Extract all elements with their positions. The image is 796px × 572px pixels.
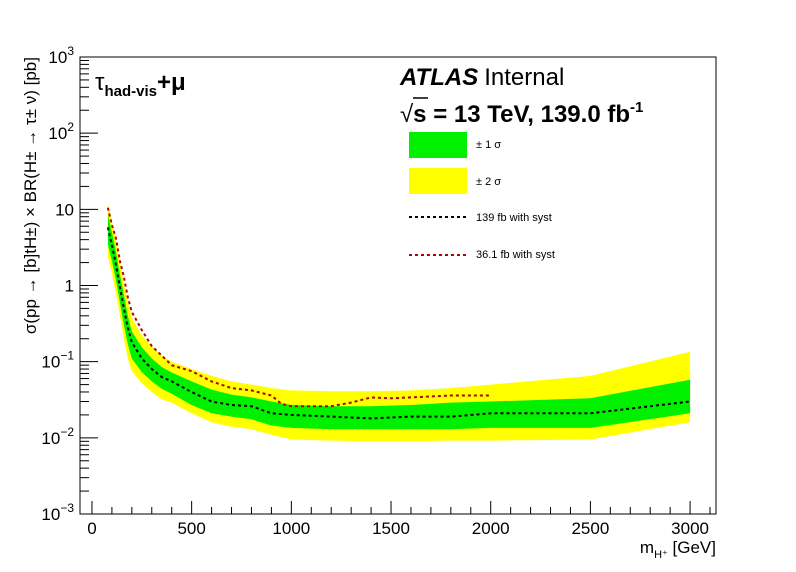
y-tick-label: 1 bbox=[65, 277, 74, 296]
energy-exponent: -1 bbox=[630, 99, 643, 116]
band-2sigma bbox=[107, 203, 691, 442]
legend-label-band2: ± 2 σ bbox=[476, 176, 501, 188]
legend-swatch-band1 bbox=[409, 132, 467, 158]
y-tick-label: 103 bbox=[48, 44, 74, 67]
legend-label-line2: 36.1 fb with syst bbox=[476, 249, 555, 261]
y-tick-base: 10 bbox=[48, 124, 67, 143]
y-tick-label: 10 bbox=[55, 200, 74, 219]
y-tick-exponent: 3 bbox=[67, 44, 74, 58]
series-line-36fb bbox=[106, 207, 491, 408]
y-tick-base: 10 bbox=[48, 48, 67, 67]
atlas-text: ATLAS bbox=[399, 64, 478, 91]
series-line-139fb bbox=[106, 227, 691, 420]
y-axis-title: σ(pp → [b]tH±) × BR(H± → τ± ν) [pb] bbox=[21, 57, 40, 334]
energy-text: s = 13 TeV, 139.0 fb bbox=[413, 101, 630, 128]
energy-label: √s = 13 TeV, 139.0 fb-1 bbox=[400, 99, 643, 128]
y-tick-label: 10−1 bbox=[41, 349, 74, 372]
legend-label-band1: ± 1 σ bbox=[476, 139, 501, 151]
channel-subscript: had-vis bbox=[104, 83, 157, 100]
y-tick-exponent: −2 bbox=[60, 425, 74, 439]
x-axis-title: mH⁺ [GeV] bbox=[640, 538, 716, 561]
y-tick-base: 1 bbox=[65, 277, 74, 296]
atlas-label: ATLAS Internal bbox=[399, 64, 564, 91]
x-tick-label: 2000 bbox=[472, 519, 510, 538]
channel-rest: +μ bbox=[157, 69, 186, 96]
x-tick-label: 2500 bbox=[571, 519, 609, 538]
bands-layer bbox=[107, 203, 691, 442]
x-tick-label: 1500 bbox=[372, 519, 410, 538]
legend-label-line1: 139 fb with syst bbox=[476, 212, 552, 224]
internal-text: Internal bbox=[484, 64, 564, 91]
sqrt-symbol: √ bbox=[400, 101, 414, 128]
x-axis-ticks: 0 500 1000 1500 2000 2500 3000 bbox=[87, 501, 711, 538]
band-1sigma bbox=[107, 214, 691, 430]
y-tick-base: 10 bbox=[55, 200, 74, 219]
y-tick-base: 10 bbox=[41, 505, 60, 524]
y-tick-label: 10−2 bbox=[41, 425, 74, 448]
x-axis-title-sub: H⁺ bbox=[654, 549, 668, 561]
x-tick-label: 0 bbox=[87, 519, 96, 538]
y-tick-exponent: −3 bbox=[60, 501, 74, 515]
y-tick-exponent: 2 bbox=[67, 120, 74, 134]
x-tick-label: 3000 bbox=[671, 519, 709, 538]
x-axis-title-unit: [GeV] bbox=[668, 538, 716, 557]
lines-layer bbox=[106, 207, 691, 420]
y-tick-base: 10 bbox=[41, 353, 60, 372]
x-tick-label: 1000 bbox=[272, 519, 310, 538]
y-tick-label: 10−3 bbox=[41, 501, 74, 524]
channel-label: τhad-vis+μ bbox=[95, 69, 186, 100]
legend-swatch-band2 bbox=[409, 168, 467, 194]
y-tick-base: 10 bbox=[41, 429, 60, 448]
y-tick-label: 102 bbox=[48, 120, 74, 143]
y-tick-exponent: −1 bbox=[60, 349, 74, 363]
x-axis-title-main: m bbox=[640, 538, 654, 557]
channel-tau: τ bbox=[95, 69, 105, 96]
legend: ± 1 σ ± 2 σ 139 fb with syst 36.1 fb wit… bbox=[409, 132, 555, 261]
x-tick-label: 500 bbox=[177, 519, 205, 538]
